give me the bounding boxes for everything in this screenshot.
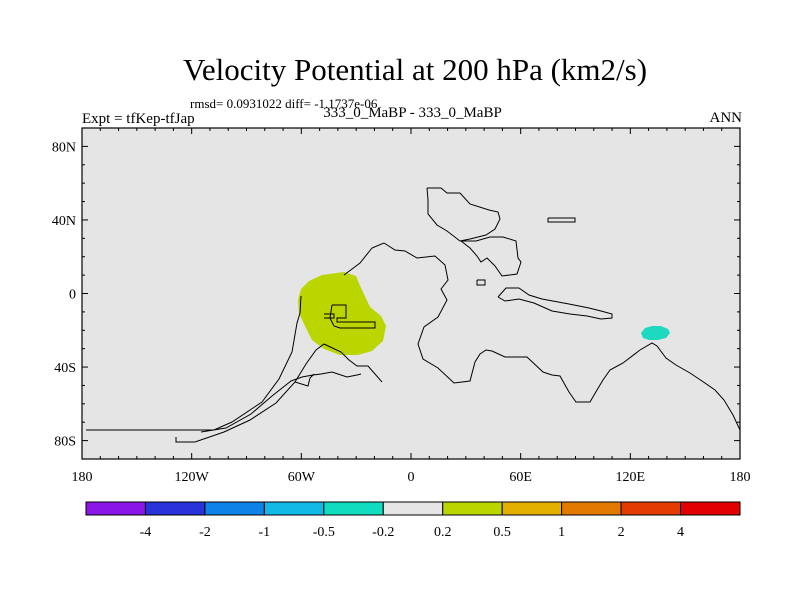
x-tick-label: 60E: [509, 470, 532, 485]
x-tick-label: 180: [730, 470, 751, 485]
x-tick-label: 120E: [616, 470, 646, 485]
x-tick-label: 60W: [288, 470, 316, 485]
colorbar-swatch: [501, 501, 563, 516]
colorbar-label: 0.2: [434, 525, 452, 540]
colorbar-swatch: [442, 501, 503, 516]
anomaly-fills: [298, 272, 670, 355]
positive-anomaly-region: [298, 272, 386, 355]
case-label: 333_0_MaBP - 333_0_MaBP: [323, 105, 502, 121]
colorbar-label: 1: [558, 525, 565, 540]
coastlines: [86, 187, 741, 443]
x-tick-label: 0: [408, 470, 415, 485]
colorbar-label: -0.2: [372, 525, 394, 540]
y-tick-label: 80N: [52, 140, 76, 155]
stats-text: rmsd= 0.0931022 diff= -1.1737e-06: [190, 96, 378, 111]
colorbar-label: 0.5: [493, 525, 511, 540]
y-tick-label: 40S: [54, 361, 76, 376]
x-axis-ticks: 180 120W 60W 0 60E 120E 180: [72, 128, 751, 485]
colorbar-swatch: [561, 501, 622, 516]
colorbar-label: -2: [199, 525, 211, 540]
colorbar-swatch: [263, 501, 325, 516]
colorbar: -4 -2 -1 -0.5 -0.2 0.2 0.5 1 2 4: [85, 501, 741, 540]
experiment-label: Expt = tfKep-tfJap: [82, 111, 195, 127]
y-tick-label: 40N: [52, 214, 76, 229]
x-tick-label: 120W: [175, 470, 210, 485]
colorbar-label: -1: [259, 525, 271, 540]
colorbar-swatch: [680, 501, 741, 516]
colorbar-label: 4: [677, 525, 684, 540]
y-tick-label: 0: [69, 288, 76, 303]
y-axis-ticks: 80N 40N 0 40S 80S: [52, 140, 740, 450]
colorbar-swatch: [323, 501, 384, 516]
colorbar-swatch: [382, 501, 444, 516]
plot-background: [82, 128, 740, 459]
colorbar-swatch: [144, 501, 206, 516]
colorbar-swatch: [204, 501, 265, 516]
season-label: ANN: [709, 110, 743, 126]
colorbar-swatch: [85, 501, 146, 516]
negative-anomaly-region: [641, 326, 670, 340]
y-tick-label: 80S: [54, 435, 76, 450]
chart-title: Velocity Potential at 200 hPa (km2/s): [182, 52, 648, 87]
colorbar-swatch: [620, 501, 682, 516]
x-tick-label: 180: [72, 470, 93, 485]
colorbar-label: -4: [140, 525, 152, 540]
colorbar-label: 2: [618, 525, 625, 540]
colorbar-label: -0.5: [313, 525, 335, 540]
